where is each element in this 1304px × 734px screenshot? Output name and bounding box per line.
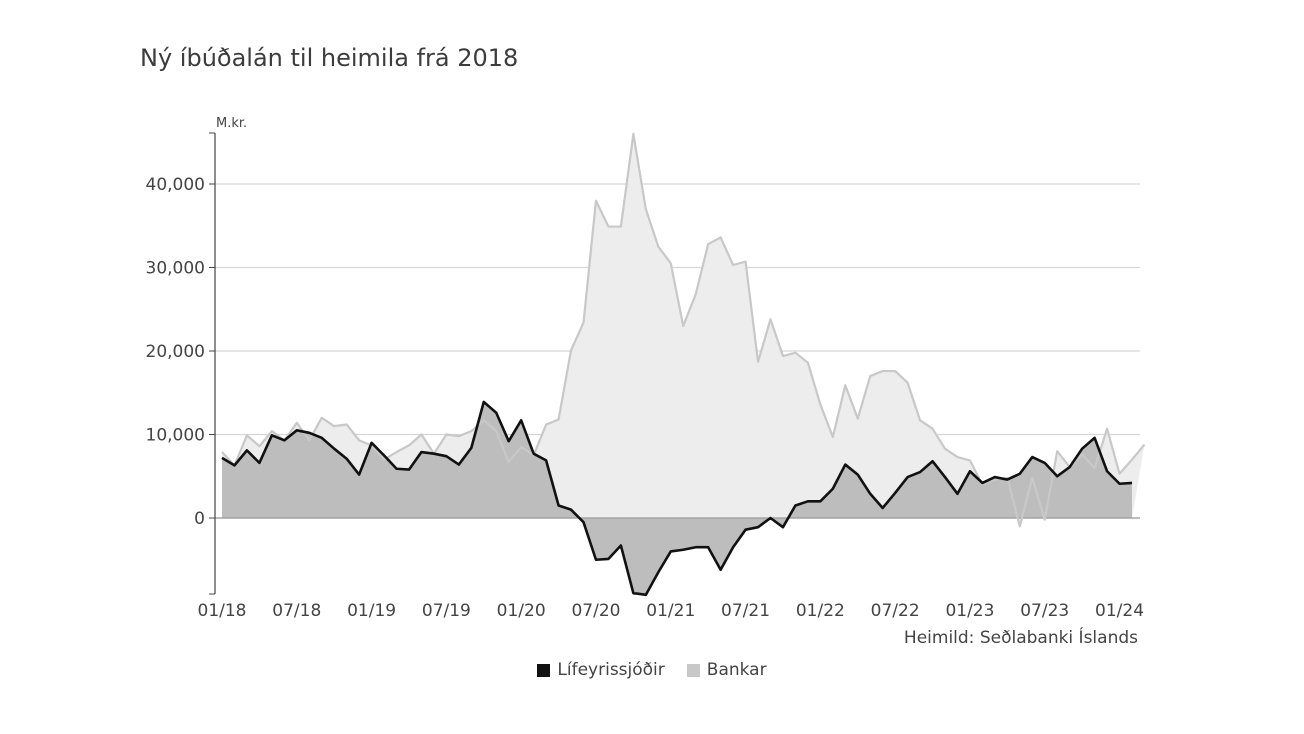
x-tick-label: 01/20 [497, 601, 546, 621]
area-lifeyrissjodir [222, 401, 1132, 595]
series-lines [221, 132, 1146, 597]
x-tick-label: 07/21 [721, 601, 770, 621]
x-tick-label: 07/19 [422, 601, 471, 621]
source-note: Heimild: Seðlabanki Íslands [904, 626, 1138, 648]
legend-label-lifeyrissjodir: Lífeyrissjóðir [557, 660, 665, 680]
line-lifeyrissjodir [221, 400, 1133, 597]
x-tick-label: 07/23 [1020, 601, 1069, 621]
x-tick-label: 01/18 [198, 601, 247, 621]
axes: 0 10,000 20,000 30,000 40,000 01/18 07/18 01/19… [146, 132, 1144, 621]
legend-item-lifeyrissjodir[interactable]: Lífeyrissjóðir [537, 660, 665, 680]
legend-swatch-bankar [686, 663, 700, 677]
y-tick-label: 30,000 [146, 259, 205, 279]
y-tick-label: 10,000 [146, 426, 205, 446]
legend: Lífeyrissjóðir Bankar [0, 660, 1304, 680]
x-tick-label: 01/23 [945, 601, 994, 621]
x-tick-label: 07/20 [571, 601, 620, 621]
chart-title: Ný íbúðalán til heimila frá 2018 [140, 44, 519, 72]
y-tick-label: 0 [194, 509, 205, 529]
area-bankar [222, 133, 1145, 527]
x-tick-label: 01/21 [646, 601, 695, 621]
x-tick-label: 01/22 [796, 601, 845, 621]
legend-label-bankar: Bankar [706, 660, 767, 680]
legend-item-bankar[interactable]: Bankar [686, 660, 767, 680]
line-bankar [221, 132, 1146, 528]
y-axis-unit-label: M.kr. [216, 116, 247, 131]
x-tick-label: 07/18 [272, 601, 321, 621]
x-tick-label: 07/22 [871, 601, 920, 621]
x-tick-label: 01/19 [347, 601, 396, 621]
areas [215, 133, 1145, 595]
legend-swatch-lifeyrissjodir [537, 663, 551, 677]
x-tick-label: 01/24 [1095, 601, 1144, 621]
y-tick-label: 20,000 [146, 342, 205, 362]
y-tick-label: 40,000 [146, 175, 205, 195]
